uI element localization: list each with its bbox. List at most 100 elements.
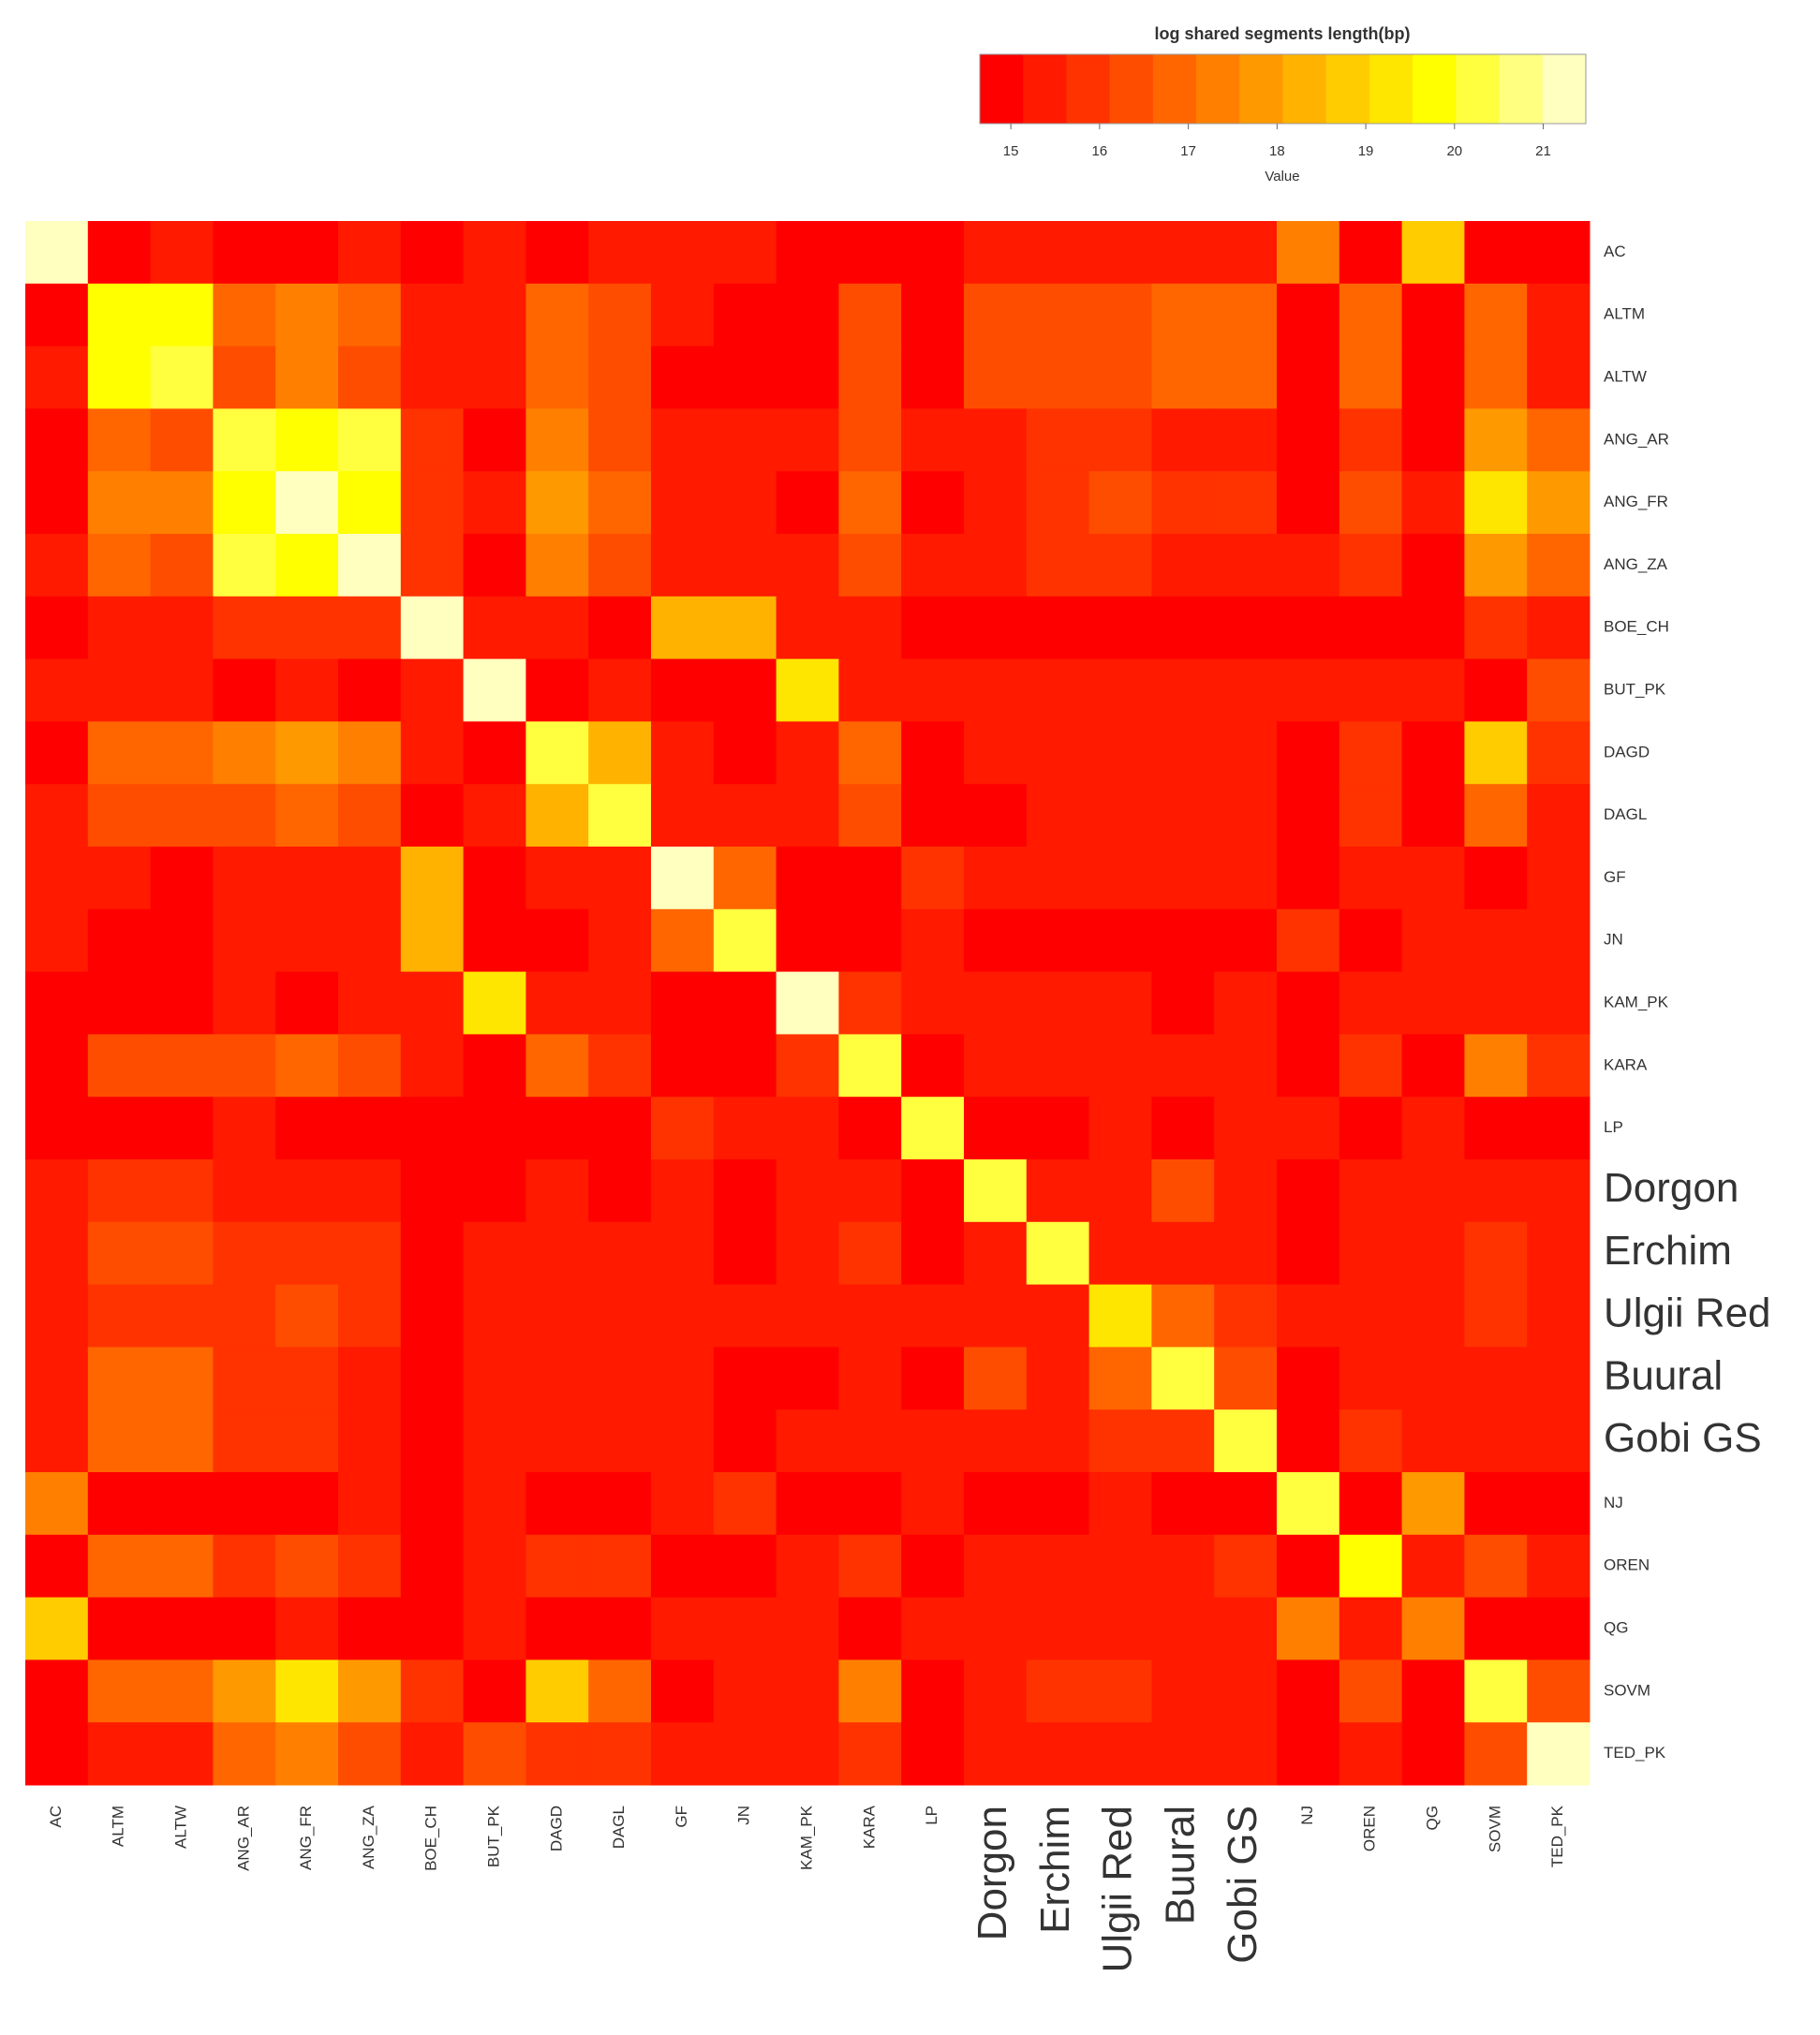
heatmap-cell <box>901 1097 965 1160</box>
heatmap-cell <box>1277 908 1340 973</box>
heatmap-cell <box>1214 408 1278 472</box>
heatmap-cell <box>964 1659 1028 1723</box>
heatmap-cell <box>87 471 152 535</box>
heatmap-cell <box>651 1534 715 1599</box>
heatmap-cell <box>838 534 902 597</box>
heatmap-cell <box>525 1221 589 1286</box>
heatmap-cell <box>275 658 339 722</box>
heatmap-cell <box>1026 971 1090 1035</box>
heatmap-cell <box>1277 1159 1340 1223</box>
heatmap-cell <box>1088 1409 1152 1473</box>
heatmap-cell <box>463 1159 526 1223</box>
heatmap-cell <box>1464 1097 1528 1160</box>
heatmap-cell <box>1339 1472 1403 1536</box>
heatmap-cell <box>275 1472 339 1536</box>
heatmap-cell <box>588 1722 652 1786</box>
colorbar-tick-label: 15 <box>1003 143 1019 159</box>
heatmap-cell <box>213 1597 276 1660</box>
heatmap-cell <box>964 221 1028 285</box>
row-label: SOVM <box>1604 1681 1650 1699</box>
heatmap-cell <box>525 908 589 973</box>
column-label: BOE_CH <box>422 1806 440 1871</box>
heatmap-cell <box>1527 283 1591 347</box>
heatmap-cell <box>1527 908 1591 973</box>
heatmap-cell <box>1401 1597 1465 1660</box>
heatmap-cell <box>275 471 339 535</box>
heatmap-cell <box>1277 847 1340 910</box>
heatmap-cell <box>150 1534 214 1599</box>
heatmap-cell <box>525 971 589 1035</box>
heatmap-cell <box>838 908 902 973</box>
heatmap-cell <box>588 534 652 597</box>
heatmap-cell <box>463 1722 526 1786</box>
heatmap-cell <box>1088 534 1152 597</box>
heatmap-cell <box>838 1472 902 1536</box>
heatmap-cell <box>1527 221 1591 285</box>
heatmap-cell <box>1464 1034 1528 1098</box>
heatmap-cell <box>1151 1034 1215 1098</box>
heatmap-cell <box>1401 1534 1465 1599</box>
heatmap-cell <box>525 1284 589 1348</box>
heatmap-cell <box>87 1409 152 1473</box>
heatmap-cell <box>776 784 839 848</box>
heatmap-cell <box>463 1221 526 1286</box>
heatmap-cell <box>1026 1347 1090 1410</box>
heatmap-cell <box>838 721 902 785</box>
heatmap-cell <box>901 1472 965 1536</box>
column-label: ANG_AR <box>234 1806 252 1871</box>
heatmap-cell <box>713 784 777 848</box>
heatmap-cell <box>1088 1159 1152 1223</box>
row-label: QG <box>1604 1618 1628 1636</box>
heatmap-cell <box>1151 847 1215 910</box>
heatmap-cell <box>400 1597 465 1660</box>
heatmap-cell <box>713 908 777 973</box>
heatmap-cell <box>400 908 465 973</box>
heatmap-cell <box>1026 596 1090 660</box>
heatmap-cell <box>525 1097 589 1160</box>
heatmap-cell <box>1339 283 1403 347</box>
heatmap-cell <box>776 658 839 722</box>
heatmap-cell <box>150 1034 214 1098</box>
heatmap-cell <box>213 596 276 660</box>
heatmap-cell <box>338 596 402 660</box>
heatmap-cell <box>651 221 715 285</box>
heatmap-cell <box>1339 908 1403 973</box>
heatmap-cell <box>25 1159 89 1223</box>
heatmap-cell <box>1527 1221 1591 1286</box>
heatmap-cell <box>213 346 276 409</box>
heatmap-cell <box>87 1097 152 1160</box>
heatmap-cell <box>25 1221 89 1286</box>
heatmap-cell <box>1214 1597 1278 1660</box>
heatmap-cell <box>338 534 402 597</box>
heatmap-cell <box>1026 221 1090 285</box>
heatmap-cell <box>901 1034 965 1098</box>
heatmap-cell <box>1151 908 1215 973</box>
heatmap-cell <box>338 1659 402 1723</box>
heatmap-cell <box>87 1284 152 1348</box>
heatmap-cell <box>1401 658 1465 722</box>
heatmap-cell <box>964 784 1028 848</box>
heatmap-cell <box>1464 408 1528 472</box>
heatmap-cell <box>463 1409 526 1473</box>
heatmap-cell <box>1401 1097 1465 1160</box>
heatmap-cell <box>1339 408 1403 472</box>
heatmap-cell <box>776 1284 839 1348</box>
row-label: TED_PK <box>1604 1744 1666 1762</box>
heatmap-cell <box>1277 1221 1340 1286</box>
heatmap-cell <box>525 283 589 347</box>
heatmap-cell <box>525 221 589 285</box>
heatmap-cell <box>213 908 276 973</box>
heatmap-cell <box>25 721 89 785</box>
heatmap-cell <box>713 1284 777 1348</box>
heatmap-cell <box>964 1097 1028 1160</box>
column-label: Dorgon <box>969 1806 1015 1940</box>
heatmap-cell <box>1277 1659 1340 1723</box>
heatmap-cell <box>1527 1659 1591 1723</box>
heatmap-cell <box>1527 1472 1591 1536</box>
heatmap-cell <box>150 596 214 660</box>
heatmap-cell <box>964 1221 1028 1286</box>
heatmap-cell <box>150 1221 214 1286</box>
heatmap-cell <box>1026 784 1090 848</box>
heatmap-cell <box>651 1472 715 1536</box>
heatmap-cell <box>213 847 276 910</box>
